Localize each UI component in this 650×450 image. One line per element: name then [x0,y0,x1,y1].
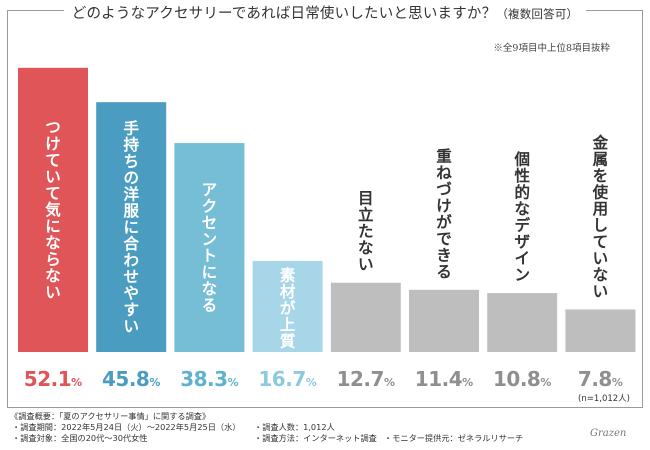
value-label-1: 52.1% [24,367,82,391]
sample-size-note: (n=1,012人) [578,394,630,404]
value-label-7: 10.8% [493,367,551,391]
bar-2 [96,102,167,352]
value-label-6: 11.4% [415,367,473,391]
value-label-4: 16.7% [258,367,316,391]
chart-title: どのようなアクセサリーであれば日常使いしたいと思いますか？（複数回答可） [63,2,587,23]
bar-7 [487,293,558,352]
title-wrap: どのようなアクセサリーであれば日常使いしたいと思いますか？（複数回答可） [0,2,650,23]
survey-target: ・調査対象：全国の20代〜30代女性 [12,433,148,443]
bar-3 [174,143,245,352]
category-label-5: 目立たない [358,190,374,274]
bar-8 [565,309,636,352]
bar-4 [252,260,323,352]
bar-1 [18,67,88,353]
bar-5 [330,282,401,352]
chart-note: ※全9項目中上位8項目抜粋 [493,43,610,54]
monitor-provider: ・モニター提供元：ゼネラルリサーチ [384,433,524,443]
bar-6 [409,289,479,352]
value-label-2: 45.8% [102,367,160,391]
category-label-7: 個性的なデザイン [513,150,530,285]
category-label-1: つけていて気にならない [45,119,61,302]
survey-period: ・調査期間：2022年5月24日（火）〜2022年5月25日（水） [12,422,241,432]
survey-overview: 《調査概要：「夏のアクセサリー事情」に関する調査》 ・調査期間：2022年5月2… [10,410,650,450]
overview-heading: 《調査概要：「夏のアクセサリー事情」に関する調査》 [10,411,211,421]
survey-method: ・調査方法：インターネット調査 [254,433,377,443]
category-label-2: 手持ちの洋服に合わせやすい [123,118,139,335]
category-label-8: 金属を使用していない [592,133,609,301]
value-label-5: 12.7% [337,367,395,391]
category-label-3: アクセントになる [202,181,218,314]
category-label-6: 重ねづけができる [436,146,452,281]
value-label-8: 7.8% [578,367,623,391]
brand-signature: Grazen [590,428,627,439]
survey-count: ・調査人数：1,012人 [254,422,335,432]
value-label-3: 38.3% [180,367,238,391]
category-label-4: 素材が上質 [280,265,296,350]
